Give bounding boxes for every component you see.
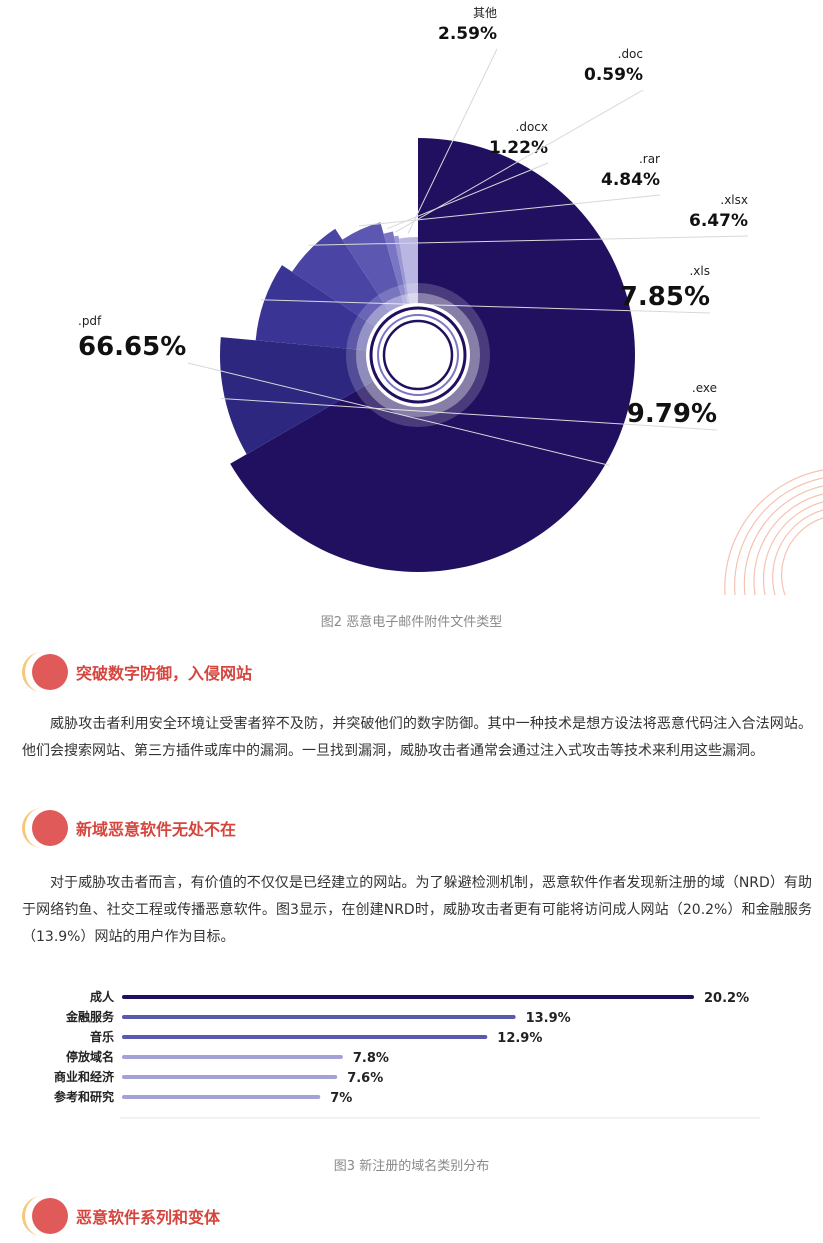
pie-value-label: 2.59%: [438, 24, 497, 44]
pie-value-label: 6.47%: [689, 211, 748, 231]
bar: [122, 1035, 488, 1039]
bar: [122, 995, 694, 999]
pie-category-label: .rar: [639, 152, 660, 166]
circle-icon: [32, 1198, 68, 1234]
section1-body: 威胁攻击者利用安全环境让受害者猝不及防，并突破他们的数字防御。其中一种技术是想方…: [22, 716, 812, 759]
bar: [122, 1055, 343, 1059]
bar-value-label: 12.9%: [497, 1031, 542, 1046]
pie-category-label: 其他: [473, 6, 497, 20]
pie-category-label: .doc: [618, 47, 643, 61]
bar-value-label: 7.6%: [347, 1071, 383, 1086]
bracket-icon: [22, 808, 45, 848]
bar-category-label: 参考和研究: [54, 1089, 114, 1104]
pie-leader-line: [308, 235, 749, 246]
domain-category-bar-chart: 成人 20.2% 金融服务 13.9% 音乐 12.9% 停放域名 7.8% 商业和经济 7.6%…: [54, 989, 760, 1119]
pie-category-label: .xlsx: [720, 193, 748, 207]
section3-header: 恶意软件系列和变体: [22, 1196, 802, 1240]
section1-title: 突破数字防御，入侵网站: [76, 664, 253, 683]
bar-category-label: 停放域名: [66, 1049, 114, 1064]
pie-leader-line: [260, 299, 711, 314]
section2-title: 新域恶意软件无处不在: [76, 820, 237, 839]
bar-value-label: 20.2%: [704, 991, 749, 1006]
pie-center-rings: [346, 283, 490, 427]
file-type-pie-chart: .pdf 66.65% .exe 9.79% .xls 7.85% .xlsx 6.47% .r…: [78, 6, 823, 596]
pie-leader-line: [395, 89, 644, 233]
bracket-icon: [22, 1196, 45, 1236]
section2-header: 新域恶意软件无处不在: [22, 808, 802, 852]
circle-icon: [32, 810, 68, 846]
pie-leader-line: [220, 398, 718, 431]
pie-value-label: 9.79%: [627, 399, 717, 429]
bar-category-label: 成人: [90, 989, 115, 1004]
pie-value-label: 4.84%: [601, 170, 660, 190]
pie-value-label: 1.22%: [489, 138, 548, 158]
pie-category-label: .docx: [516, 120, 548, 134]
figure2-caption: 图2 恶意电子邮件附件文件类型: [320, 615, 503, 630]
pie-value-label: 0.59%: [584, 65, 643, 85]
pie-category-label: .pdf: [78, 314, 102, 328]
bar-value-label: 13.9%: [526, 1011, 571, 1026]
circle-icon: [32, 654, 68, 690]
bar-category-label: 音乐: [90, 1029, 114, 1044]
bar: [122, 1075, 338, 1079]
pie-leader-line: [407, 48, 498, 234]
bar-category-label: 金融服务: [65, 1009, 115, 1024]
pie-value-label: 7.85%: [620, 282, 710, 312]
bar: [122, 1015, 516, 1019]
bar-value-label: 7%: [330, 1091, 352, 1106]
section1-header: 突破数字防御，入侵网站: [22, 652, 802, 696]
section3-title: 恶意软件系列和变体: [76, 1208, 221, 1227]
bar-category-label: 商业和经济: [54, 1069, 115, 1084]
bracket-icon: [22, 652, 45, 692]
pie-leader-line: [387, 162, 549, 230]
pie-leader-line: [358, 194, 661, 227]
pie-leader-line: [187, 362, 610, 466]
pie-value-label: 66.65%: [78, 332, 186, 362]
section2-body: 对于威胁攻击者而言，有价值的不仅仅是已经建立的网站。为了躲避检测机制，恶意软件作…: [22, 875, 812, 945]
bar: [122, 1095, 321, 1099]
bar-value-label: 7.8%: [353, 1051, 389, 1066]
figure3-caption: 图3 新注册的域名类别分布: [333, 1159, 490, 1174]
pie-category-label: .exe: [692, 381, 717, 395]
decorative-arcs: [724, 469, 823, 596]
pie-category-label: .xls: [689, 264, 710, 278]
